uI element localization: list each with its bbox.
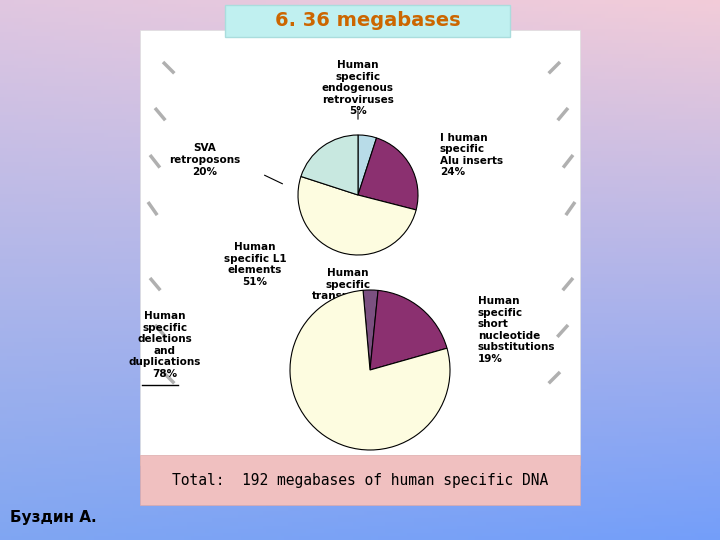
Text: Human
specific
endogenous
retroviruses
5%: Human specific endogenous retroviruses 5…	[322, 60, 394, 117]
Wedge shape	[298, 177, 416, 255]
Wedge shape	[358, 135, 377, 195]
Wedge shape	[301, 135, 358, 195]
Bar	[140, 455, 580, 505]
Text: Human
specific L1
elements
51%: Human specific L1 elements 51%	[224, 242, 287, 287]
Wedge shape	[290, 291, 450, 450]
Text: 6. 36 megabases: 6. 36 megabases	[275, 11, 460, 30]
Text: Human
specific
deletions
and
duplications
78%: Human specific deletions and duplication…	[129, 311, 201, 379]
Bar	[225, 5, 510, 37]
Wedge shape	[370, 291, 447, 370]
Text: SVA
retroposons
20%: SVA retroposons 20%	[169, 144, 240, 177]
Bar	[140, 30, 580, 465]
Text: Total:  192 megabases of human specific DNA: Total: 192 megabases of human specific D…	[172, 472, 548, 488]
Wedge shape	[358, 138, 418, 210]
Text: I human
specific
Alu inserts
24%: I human specific Alu inserts 24%	[440, 133, 503, 178]
Text: Буздин А.: Буздин А.	[10, 510, 96, 525]
Wedge shape	[363, 290, 378, 370]
Text: Human
specific
transposons
3%: Human specific transposons 3%	[312, 268, 384, 313]
Text: Human
specific
short
nucleotide
substitutions
19%: Human specific short nucleotide substitu…	[478, 296, 556, 364]
